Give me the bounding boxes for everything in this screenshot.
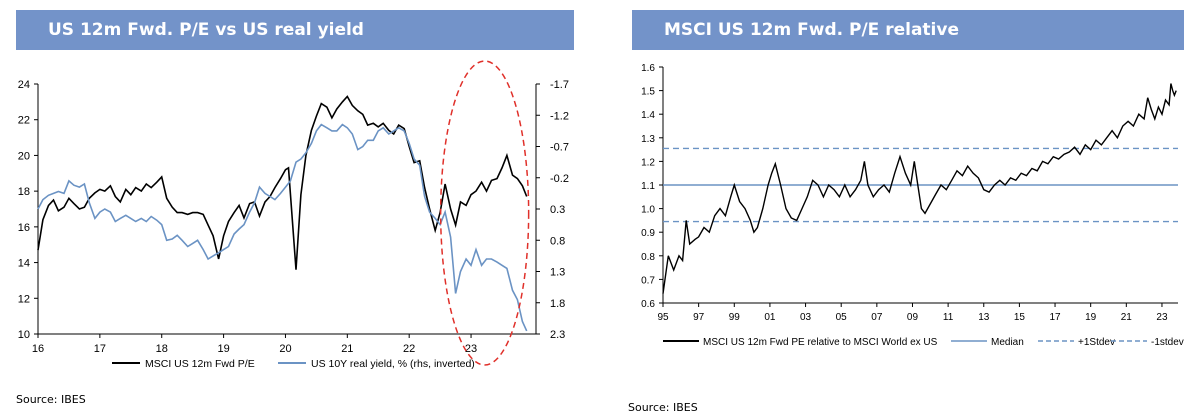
left-y-tick-label: 14 bbox=[18, 258, 30, 270]
right-y-tick-label: -1.2 bbox=[550, 110, 569, 122]
y-tick-label: 0.7 bbox=[641, 275, 655, 286]
x-tick-label: 09 bbox=[907, 312, 919, 323]
left-y-tick-label: 20 bbox=[18, 150, 30, 162]
right-y-tick-label: 1.3 bbox=[550, 267, 565, 279]
x-tick-label: 21 bbox=[1121, 312, 1133, 323]
series-line-relative-pe bbox=[662, 83, 1177, 294]
legend-label-median: Median bbox=[991, 337, 1024, 348]
right-y-tick-label: -0.2 bbox=[550, 173, 569, 185]
left-y-tick-label: 22 bbox=[18, 115, 30, 127]
y-tick-label: 1.3 bbox=[641, 134, 655, 145]
x-tick-label: 17 bbox=[1049, 312, 1061, 323]
right-chart: 1.6 1.5 1.4 1.3 1.2 1.1 1.0 0.9 0.8 0.7 0.695 97 99 0… bbox=[641, 63, 1184, 348]
right-y-tick-label: 1.8 bbox=[550, 298, 565, 310]
y-tick-label: 0.6 bbox=[641, 299, 655, 310]
y-tick-label: 1.0 bbox=[641, 205, 655, 216]
right-y-tick-label: -0.7 bbox=[550, 142, 569, 154]
right-source: Source: IBES bbox=[628, 401, 698, 414]
right-y-tick-label: 0.8 bbox=[550, 235, 565, 247]
right-chart-title-banner: MSCI US 12m Fwd. P/E relative bbox=[632, 10, 1184, 50]
y-tick-label: 0.9 bbox=[641, 228, 655, 239]
legend-label-pe: MSCI US 12m Fwd P/E bbox=[145, 358, 255, 370]
left-y-tick-label: 10 bbox=[18, 329, 30, 341]
x-tick-label: 22 bbox=[403, 343, 415, 355]
x-tick-label: 23 bbox=[465, 343, 477, 355]
x-tick-label: 20 bbox=[279, 343, 291, 355]
legend-label-real-yield: US 10Y real yield, % (rhs, inverted) bbox=[311, 358, 475, 370]
left-y-tick-label: 12 bbox=[18, 293, 30, 305]
left-chart-title: US 12m Fwd. P/E vs US real yield bbox=[48, 20, 364, 40]
left-chart-title-banner: US 12m Fwd. P/E vs US real yield bbox=[16, 10, 574, 50]
left-source: Source: IBES bbox=[16, 393, 86, 406]
x-tick-label: 07 bbox=[871, 312, 883, 323]
x-tick-label: 95 bbox=[657, 312, 669, 323]
x-tick-label: 11 bbox=[943, 312, 954, 323]
y-tick-label: 1.5 bbox=[641, 87, 655, 98]
x-tick-label: 03 bbox=[800, 312, 812, 323]
legend-label-relative-pe: MSCI US 12m Fwd PE relative to MSCI Worl… bbox=[703, 337, 938, 348]
x-tick-label: 16 bbox=[32, 343, 44, 355]
series-line-pe bbox=[37, 95, 528, 270]
right-y-tick-label: 2.3 bbox=[550, 329, 565, 341]
left-y-tick-label: 16 bbox=[18, 222, 30, 234]
x-tick-label: 01 bbox=[764, 312, 776, 323]
y-tick-label: 1.4 bbox=[641, 110, 655, 121]
left-y-tick-label: 24 bbox=[18, 79, 30, 91]
y-tick-label: 1.6 bbox=[641, 63, 655, 74]
y-tick-label: 1.1 bbox=[641, 181, 655, 192]
left-y-tick-label: 18 bbox=[18, 186, 30, 198]
y-tick-label: 0.8 bbox=[641, 252, 655, 263]
x-tick-label: 13 bbox=[978, 312, 990, 323]
red-dashed-ellipse-annotation bbox=[439, 60, 530, 366]
y-tick-label: 1.2 bbox=[641, 157, 655, 168]
legend-label--1stdev: +1Stdev bbox=[1078, 337, 1115, 348]
x-tick-label: 19 bbox=[217, 343, 229, 355]
series-line-real-yield bbox=[37, 123, 528, 332]
right-y-tick-label: 0.3 bbox=[550, 204, 565, 216]
x-tick-label: 18 bbox=[156, 343, 168, 355]
legend-label--1stdev: -1stdev bbox=[1151, 337, 1184, 348]
x-tick-label: 99 bbox=[729, 312, 741, 323]
x-tick-label: 23 bbox=[1156, 312, 1168, 323]
x-tick-label: 19 bbox=[1085, 312, 1097, 323]
x-tick-label: 21 bbox=[341, 343, 353, 355]
x-tick-label: 05 bbox=[836, 312, 848, 323]
right-chart-title: MSCI US 12m Fwd. P/E relative bbox=[664, 20, 959, 40]
x-tick-label: 17 bbox=[94, 343, 106, 355]
left-chart: 24 22 20 18 16 14 12 10 -1.7 -1.2 -0.7 -0.2 0.3 0.8 1.… bbox=[18, 60, 569, 370]
right-y-tick-label: -1.7 bbox=[550, 79, 569, 91]
x-tick-label: 97 bbox=[693, 312, 705, 323]
x-tick-label: 15 bbox=[1014, 312, 1026, 323]
